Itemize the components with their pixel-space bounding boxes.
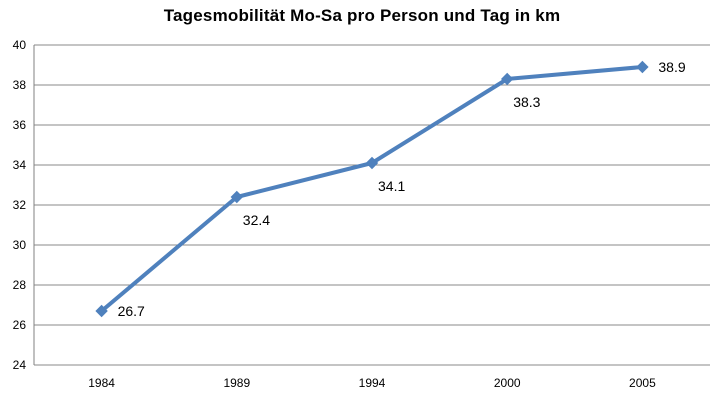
chart-title: Tagesmobilität Mo-Sa pro Person und Tag … <box>163 6 561 25</box>
data-point-label: 32.4 <box>243 212 270 228</box>
y-axis-tick-label: 24 <box>13 358 27 372</box>
y-axis-tick-label: 26 <box>13 318 27 332</box>
data-line <box>99 65 645 313</box>
data-point-marker <box>230 190 244 204</box>
y-axis-tick-label: 30 <box>13 238 27 252</box>
y-axis-tick-label: 36 <box>13 118 27 132</box>
data-point-label: 26.7 <box>118 303 145 319</box>
data-point-marker <box>500 72 514 86</box>
data-point-label: 34.1 <box>378 178 405 194</box>
y-axis-tick-label: 28 <box>13 278 27 292</box>
y-axis-tick-label: 34 <box>13 158 27 172</box>
data-point-marker <box>365 156 379 170</box>
x-axis-tick-label: 1994 <box>359 376 386 390</box>
y-axis-tick-label: 38 <box>13 78 27 92</box>
x-axis-tick-label: 1989 <box>223 376 250 390</box>
data-point-marker <box>95 304 108 318</box>
data-point-marker <box>636 60 649 74</box>
x-axis-tick-label: 2000 <box>494 376 521 390</box>
data-point-label: 38.3 <box>513 94 540 110</box>
x-axis-tick-label: 2005 <box>629 376 656 390</box>
data-point-label: 38.9 <box>658 59 685 75</box>
y-axis-tick-label: 32 <box>13 198 27 212</box>
x-axis-tick-label: 1984 <box>88 376 115 390</box>
y-axis-tick-label: 40 <box>13 38 27 52</box>
